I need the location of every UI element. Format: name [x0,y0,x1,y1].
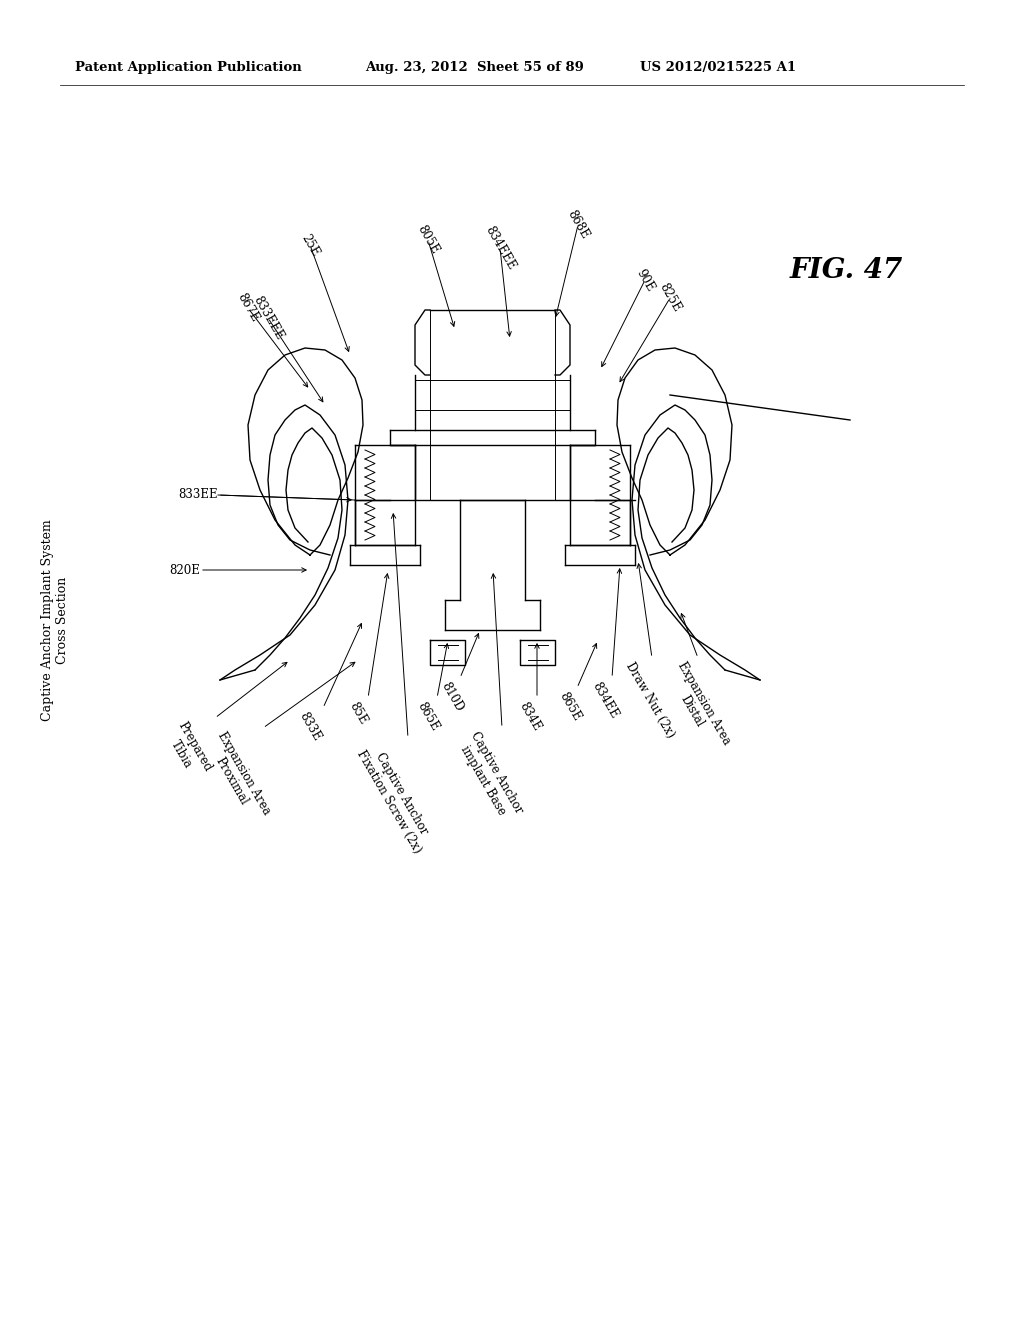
Text: Prepared
Tibia: Prepared Tibia [162,719,214,781]
Text: 805E: 805E [415,223,441,256]
Text: 867E: 867E [234,292,261,325]
Text: FIG. 47: FIG. 47 [790,256,903,284]
Text: Expansion Area
Distal: Expansion Area Distal [663,660,733,755]
Text: 868E: 868E [564,209,591,242]
Text: Captive Anchor
implant Base: Captive Anchor implant Base [455,730,525,824]
Text: 85E: 85E [346,700,370,727]
Text: Aug. 23, 2012  Sheet 55 of 89: Aug. 23, 2012 Sheet 55 of 89 [365,62,584,74]
Text: 833EE: 833EE [178,488,218,502]
Text: Captive Anchor Implant System
Cross Section: Captive Anchor Implant System Cross Sect… [41,519,69,721]
Text: Expansion Area
Proximal: Expansion Area Proximal [203,730,273,825]
Text: Draw Nut (2x): Draw Nut (2x) [623,660,677,741]
Text: 810D: 810D [438,680,466,714]
Text: 833E: 833E [297,710,324,743]
Text: Captive Anchor
Fixation Screw (2x): Captive Anchor Fixation Screw (2x) [353,741,436,855]
Text: 90E: 90E [634,267,656,293]
Text: 865E: 865E [415,700,441,734]
Text: 820E: 820E [169,564,200,577]
Text: 825E: 825E [656,281,683,314]
Text: 833EEE: 833EEE [250,294,286,342]
Text: Patent Application Publication: Patent Application Publication [75,62,302,74]
Text: US 2012/0215225 A1: US 2012/0215225 A1 [640,62,796,74]
Text: 834EEE: 834EEE [482,224,518,272]
Text: 834EE: 834EE [590,680,621,721]
Text: 834E: 834E [517,700,544,734]
Text: 25E: 25E [298,231,322,259]
Text: 865E: 865E [557,690,584,723]
